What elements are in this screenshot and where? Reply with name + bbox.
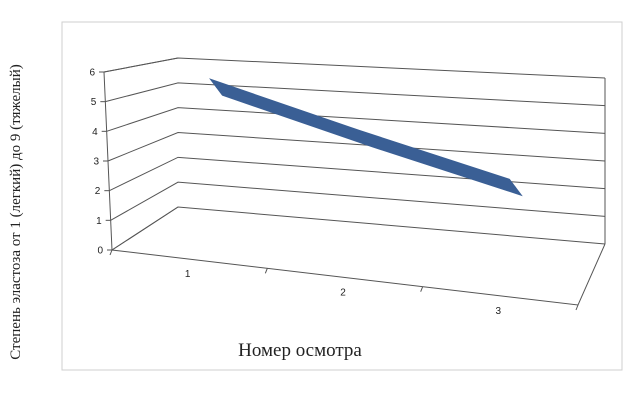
gridline bbox=[107, 131, 606, 162]
gridline bbox=[103, 57, 606, 79]
x-tick-mark bbox=[420, 286, 424, 292]
chart-area bbox=[61, 21, 623, 371]
y-tick-label: 3 bbox=[93, 157, 99, 168]
series-ribbon bbox=[209, 78, 523, 197]
data-point bbox=[365, 138, 367, 140]
y-axis-label: Степень эластоза от 1 (легкий) до 9 (тяж… bbox=[8, 64, 24, 360]
y-tick-label: 0 bbox=[97, 246, 103, 257]
gridline bbox=[106, 107, 606, 134]
gridline bbox=[109, 156, 606, 192]
y-tick-label: 6 bbox=[89, 68, 95, 79]
gridline bbox=[110, 181, 606, 221]
x-tick-label: 2 bbox=[340, 288, 346, 299]
x-tick-mark bbox=[264, 268, 268, 274]
y-tick-labels: 0 1 2 3 4 5 6 bbox=[89, 68, 103, 257]
y-tick-label: 4 bbox=[92, 127, 98, 138]
x-tick-label: 3 bbox=[496, 306, 502, 317]
x-tick-labels: 1 2 3 bbox=[109, 249, 579, 317]
x-axis-label: Номер осмотра bbox=[238, 340, 362, 361]
gridline bbox=[105, 82, 606, 107]
data-point bbox=[514, 186, 516, 188]
y-tick-label: 1 bbox=[96, 216, 102, 227]
data-point bbox=[215, 86, 217, 88]
series-layer bbox=[209, 78, 523, 197]
y-tick-label: 5 bbox=[91, 97, 97, 108]
x-tick-mark bbox=[109, 249, 113, 256]
y-tick-label: 2 bbox=[95, 186, 101, 197]
gridline bbox=[111, 206, 606, 251]
x-tick-mark bbox=[575, 304, 579, 311]
x-tick-label: 1 bbox=[185, 269, 191, 280]
gridlines bbox=[99, 57, 606, 251]
